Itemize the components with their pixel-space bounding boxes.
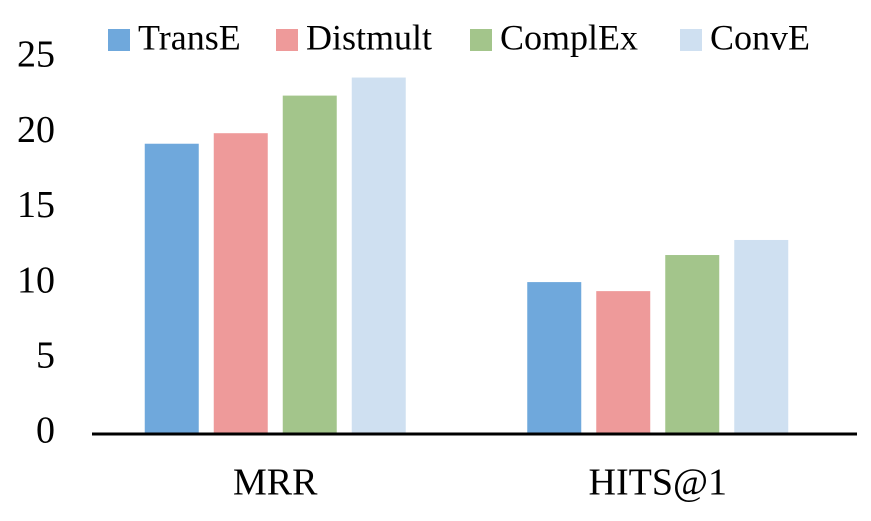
y-tick-label: 20 bbox=[17, 109, 55, 151]
bar bbox=[144, 143, 199, 434]
legend-swatch bbox=[108, 29, 130, 51]
legend-label: TransE bbox=[138, 17, 241, 57]
legend-swatch bbox=[276, 29, 298, 51]
bar bbox=[665, 255, 720, 434]
y-tick-label: 25 bbox=[17, 34, 55, 76]
bar bbox=[527, 282, 582, 434]
legend-label: ComplEx bbox=[500, 17, 638, 57]
bar bbox=[282, 95, 337, 434]
bar bbox=[351, 77, 406, 434]
bar bbox=[734, 239, 789, 434]
y-tick-label: 15 bbox=[17, 184, 55, 226]
y-tick-label: 5 bbox=[36, 335, 55, 377]
y-tick-label: 10 bbox=[17, 259, 55, 301]
y-tick-label: 0 bbox=[36, 410, 55, 452]
bar bbox=[213, 133, 268, 434]
x-tick-label: MRR bbox=[233, 462, 318, 504]
legend-swatch bbox=[680, 29, 702, 51]
legend-label: Distmult bbox=[306, 17, 432, 57]
legend-swatch bbox=[470, 29, 492, 51]
bar bbox=[596, 291, 651, 434]
x-tick-label: HITS@1 bbox=[589, 462, 727, 504]
legend-label: ConvE bbox=[710, 17, 810, 57]
